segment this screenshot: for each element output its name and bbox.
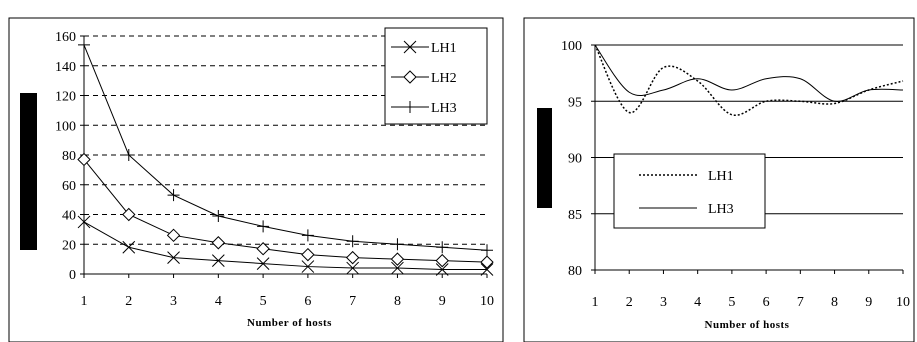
x-tick-label: 3 [660,295,667,310]
legend-box [384,27,488,125]
data-point-lh3 [391,238,404,251]
x-tick-label: 1 [81,294,88,309]
x-tick-label: 1 [592,295,599,310]
legend-box [613,153,766,229]
y-tick-label: 0 [69,268,76,283]
x-tick-label: 10 [896,295,910,310]
data-point-lh3 [481,244,493,257]
y-tick-label: 140 [55,60,76,75]
series-line-lh1 [83,221,487,271]
x-tick-label: 8 [394,294,401,309]
data-point-lh2 [390,252,405,266]
data-point-lh2 [345,250,360,265]
data-point-lh3 [122,149,135,161]
data-point-lh2 [166,228,181,243]
y-tick-label: 120 [55,90,76,105]
data-point-lh2 [480,255,494,269]
x-axis-title: Number of hosts [705,319,790,331]
x-tick-label: 5 [260,294,267,309]
y-tick-label: 90 [568,152,582,167]
chart-number-of-hosts-right: 80 85 90 95 100 1 2 3 4 5 6 7 8 9 10 Number of hosts LH1… [561,39,910,331]
x-tick-label: 5 [728,295,735,310]
data-point-lh3 [212,209,225,222]
data-point-lh1 [346,261,360,275]
x-tick-label: 2 [125,294,132,309]
data-point-lh3 [346,235,359,248]
y-tick-label: 20 [62,238,76,253]
chart-number-of-hosts-left: 0 20 40 60 80 100 120 140 160 1 2 3 4 5 6 7 8 9 10 Number o… [55,27,494,329]
y-tick-label: 95 [568,95,582,110]
legend-marker-lh3 [404,101,416,113]
y-tick-label: 100 [561,39,582,54]
x-tick-label: 9 [439,294,446,309]
x-tick-label: 8 [831,295,838,310]
y-tick-label: 100 [55,119,76,134]
data-point-lh2 [256,242,270,256]
series-line-lh3 [594,44,904,102]
data-point-lh1 [435,263,449,276]
data-point-lh2 [435,253,449,268]
x-tick-label: 4 [215,294,222,309]
data-point-lh1 [167,251,180,264]
legend-label-lh1: LH1 [431,41,457,56]
series-line-lh2 [83,159,488,263]
data-point-lh1 [480,263,494,276]
data-point-lh3 [167,189,180,202]
y-tick-label: 85 [568,208,582,223]
legend-label-lh3: LH3 [431,101,457,116]
data-point-lh1 [77,215,91,229]
data-point-lh1 [301,260,315,273]
x-tick-label: 2 [626,295,633,310]
y-tick-label: 80 [62,149,76,164]
data-point-lh1 [391,261,404,275]
data-point-lh3 [257,220,270,233]
legend-marker-lh1 [403,40,417,54]
data-point-lh2 [301,247,315,262]
legend-label-lh2: LH2 [431,71,457,86]
black-bar-right [537,108,552,208]
data-point-lh2 [77,152,91,167]
data-point-lh2 [122,207,136,222]
x-tick-label: 3 [170,294,177,309]
series-line-lh3 [83,44,488,251]
y-tick-label: 160 [55,30,76,45]
data-point-lh1 [256,257,270,270]
black-bar-left [20,93,37,250]
legend-label-lh1: LH1 [708,169,734,184]
x-tick-label: 10 [480,294,494,309]
x-axis-title: Number of hosts [247,317,332,329]
y-tick-label: 60 [62,179,76,194]
y-tick-label: 80 [568,264,582,279]
data-point-lh3 [301,229,314,242]
y-tick-label: 40 [62,209,76,224]
data-point-lh1 [211,254,225,267]
legend-marker-lh2 [403,70,417,84]
data-point-lh3 [436,241,449,254]
x-tick-label: 6 [763,295,770,310]
data-point-lh3 [78,38,90,51]
x-tick-label: 9 [865,295,872,310]
data-point-lh2 [211,236,226,250]
x-tick-label: 7 [349,294,356,309]
x-tick-label: 4 [694,295,701,310]
legend-label-lh3: LH3 [708,202,734,217]
data-point-lh1 [122,240,136,254]
x-tick-label: 7 [797,295,804,310]
x-tick-label: 6 [304,294,311,309]
